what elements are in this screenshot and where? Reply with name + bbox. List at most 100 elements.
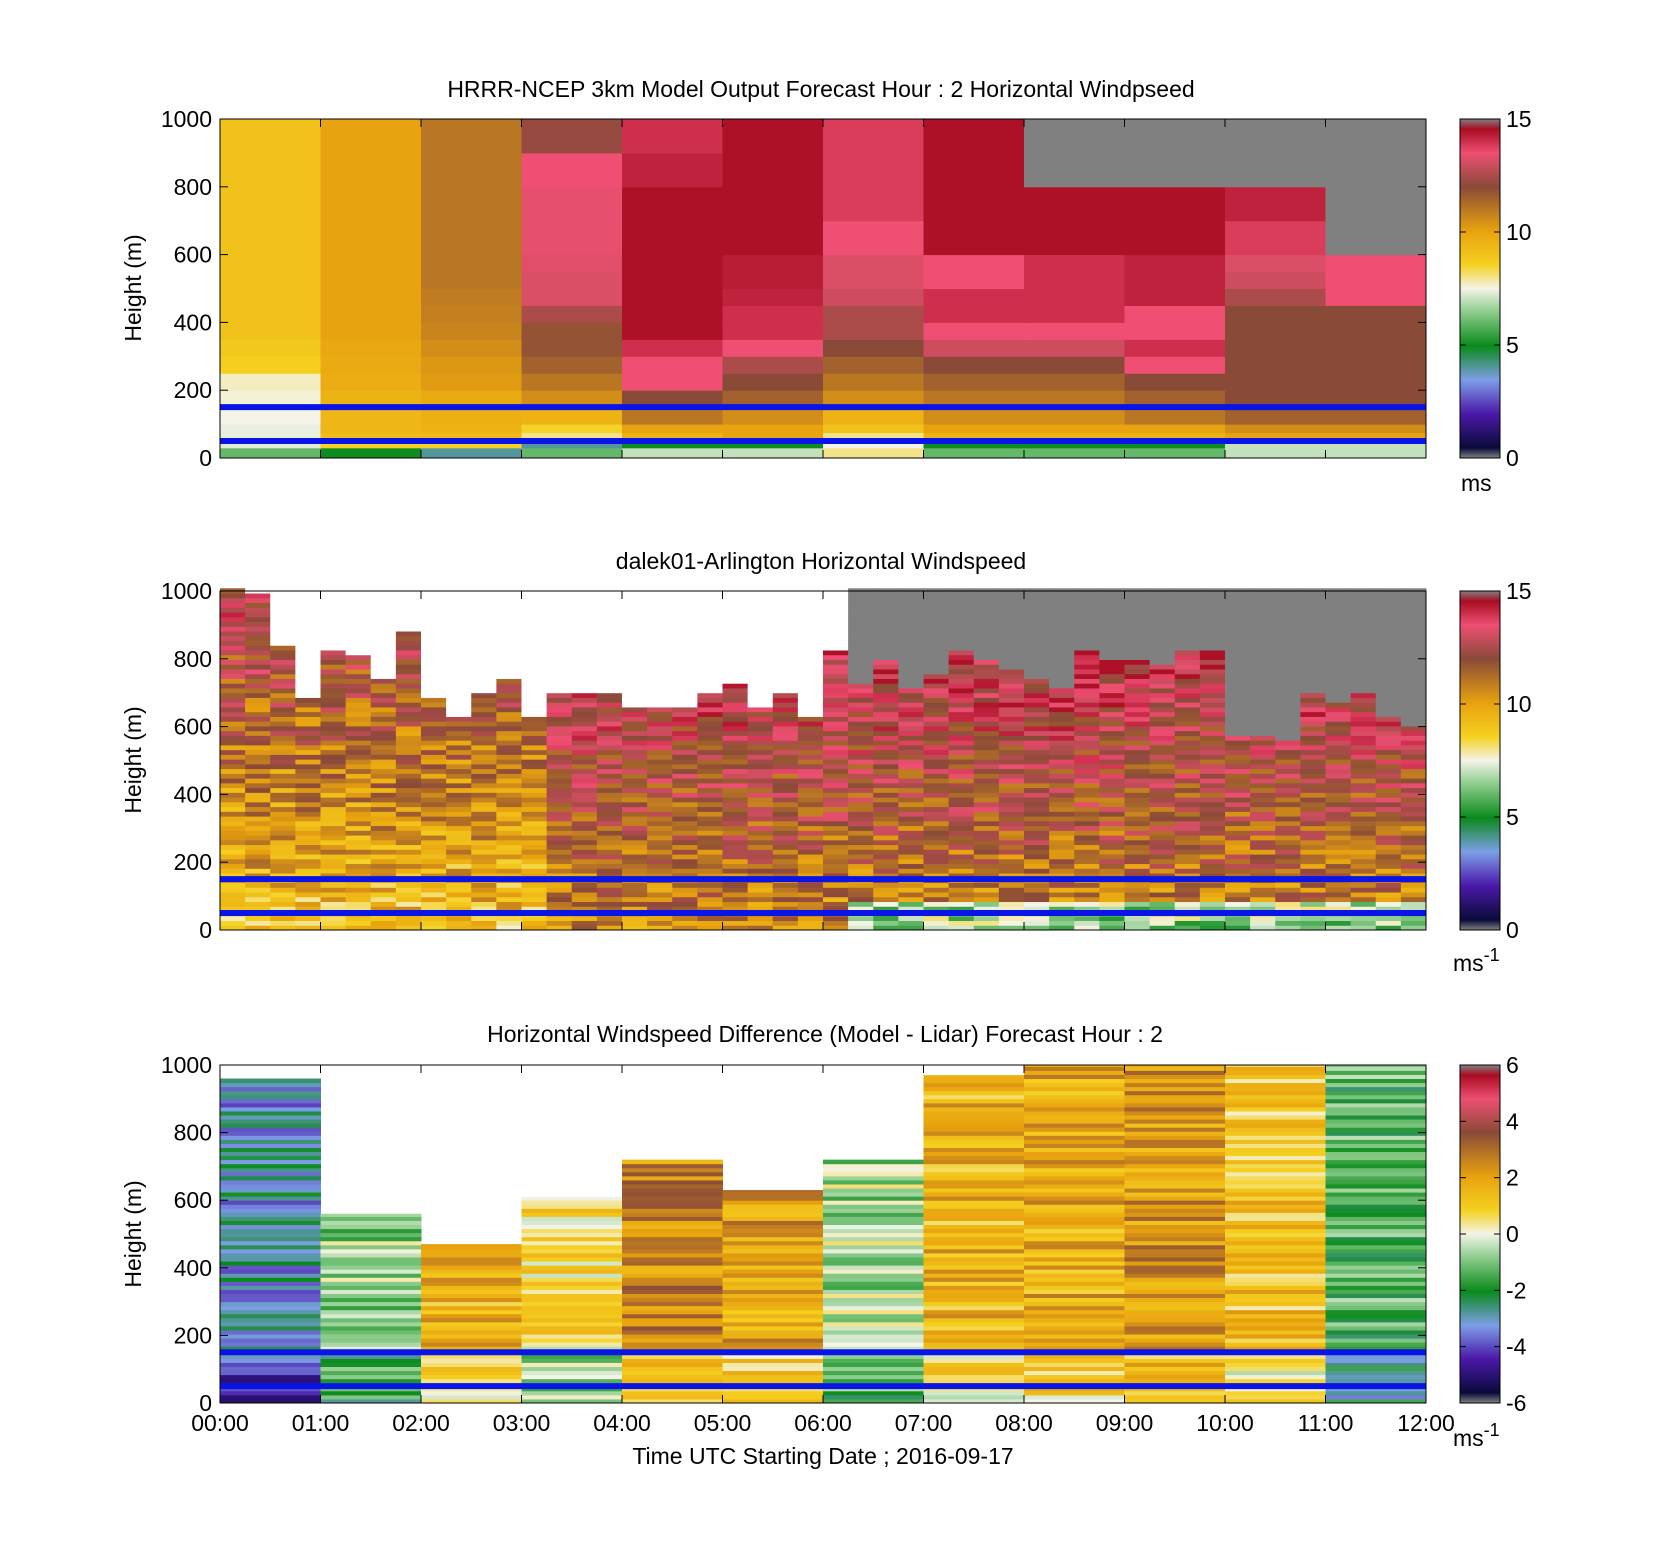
heatmap-cell: [521, 1204, 623, 1209]
heatmap-cell: [1024, 1338, 1125, 1343]
heatmap-cell: [546, 673, 573, 679]
heatmap-cell: [446, 759, 472, 765]
heatmap-cell: [1099, 654, 1125, 660]
heatmap-cell: [722, 322, 824, 340]
heatmap-cell: [1174, 768, 1201, 774]
heatmap-cell: [1124, 687, 1151, 694]
heatmap-cell: [546, 825, 573, 831]
heatmap-cell: [1124, 1119, 1226, 1124]
heatmap-cell: [1225, 1232, 1326, 1238]
heatmap-cell: [220, 1171, 321, 1177]
heatmap-cell: [471, 806, 497, 812]
heatmap-cell: [973, 759, 1000, 765]
heatmap-cell: [521, 801, 548, 808]
heatmap-cell: [873, 754, 899, 760]
heatmap-cell: [1124, 424, 1226, 434]
heatmap-cell: [622, 631, 648, 637]
heatmap-cell: [848, 858, 874, 865]
heatmap-cell: [747, 668, 774, 675]
heatmap-cell: [823, 1212, 924, 1217]
heatmap-cell: [496, 778, 522, 784]
y-tick-label: 0: [199, 917, 212, 943]
heatmap-cell: [1199, 631, 1226, 637]
heatmap-cell: [270, 706, 296, 713]
heatmap-cell: [295, 621, 321, 627]
heatmap-cell: [1074, 887, 1100, 893]
heatmap-cell: [898, 645, 924, 651]
heatmap-cell: [220, 721, 246, 727]
heatmap-cell: [772, 830, 799, 836]
heatmap-cell: [622, 687, 648, 694]
heatmap-cell: [823, 659, 849, 665]
heatmap-cell: [395, 892, 422, 898]
heatmap-cell: [370, 678, 397, 684]
heatmap-cell: [1225, 356, 1326, 374]
heatmap-cell: [220, 1301, 321, 1307]
heatmap-cell: [320, 730, 347, 736]
heatmap-cell: [546, 692, 573, 698]
heatmap-cell: [1074, 830, 1100, 836]
heatmap-cell: [1225, 322, 1326, 340]
heatmap-cell: [1400, 820, 1427, 827]
heatmap-cell: [647, 697, 673, 703]
heatmap-cell: [873, 768, 899, 774]
heatmap-cell: [1124, 1065, 1226, 1067]
heatmap-cell: [823, 901, 849, 907]
heatmap-cell: [1024, 773, 1050, 779]
heatmap-cell: [647, 858, 673, 865]
heatmap-cell: [772, 716, 799, 722]
heatmap-cell: [848, 759, 874, 765]
heatmap-cell: [220, 892, 246, 898]
heatmap-cell: [496, 602, 522, 608]
heatmap-cell: [270, 668, 296, 675]
heatmap-cell: [1275, 631, 1301, 637]
heatmap-cell: [245, 735, 271, 741]
heatmap-cell: [823, 654, 849, 660]
heatmap-cell: [370, 673, 397, 679]
heatmap-cell: [797, 640, 824, 646]
heatmap-cell: [923, 839, 950, 846]
heatmap-cell: [797, 773, 824, 779]
heatmap-cell: [496, 740, 522, 746]
heatmap-cell: [948, 659, 975, 665]
heatmap-cell: [1225, 1338, 1326, 1343]
heatmap-cell: [521, 740, 548, 746]
heatmap-cell: [1199, 868, 1226, 874]
heatmap-cell: [1074, 602, 1100, 608]
heatmap-cell: [1350, 602, 1377, 608]
heatmap-cell: [1024, 711, 1050, 717]
heatmap-cell: [1325, 1232, 1427, 1238]
heatmap-cell: [948, 915, 975, 922]
heatmap-cell: [622, 844, 648, 850]
heatmap-cell: [496, 811, 522, 817]
heatmap-cell: [446, 659, 472, 665]
heatmap-cell: [220, 640, 246, 646]
heatmap-cell: [1174, 645, 1201, 651]
y-tick-label: 800: [174, 1120, 212, 1146]
heatmap-cell: [1325, 1143, 1427, 1148]
heatmap-cell: [1225, 1159, 1326, 1165]
heatmap-cell: [1174, 721, 1201, 727]
heatmap-cell: [320, 1370, 422, 1376]
heatmap-cell: [697, 702, 723, 708]
heatmap-cell: [722, 1313, 824, 1319]
heatmap-cell: [747, 754, 774, 760]
heatmap-cell: [722, 773, 749, 779]
heatmap-cell: [446, 811, 472, 817]
heatmap-cell: [521, 1277, 623, 1282]
heatmap-cell: [873, 716, 899, 722]
heatmap-cell: [1074, 892, 1100, 898]
heatmap-cell: [596, 892, 623, 898]
heatmap-cell: [1250, 792, 1276, 798]
heatmap-cell: [722, 844, 749, 850]
heatmap-cell: [1225, 692, 1251, 698]
heatmap-cell: [1149, 668, 1176, 675]
heatmap-cell: [270, 825, 296, 831]
heatmap-cell: [1124, 1070, 1226, 1075]
heatmap-cell: [395, 920, 422, 926]
heatmap-cell: [596, 820, 623, 827]
heatmap-cell: [647, 616, 673, 623]
heatmap-cell: [496, 925, 522, 931]
heatmap-cell: [446, 749, 472, 755]
heatmap-cell: [571, 725, 598, 732]
